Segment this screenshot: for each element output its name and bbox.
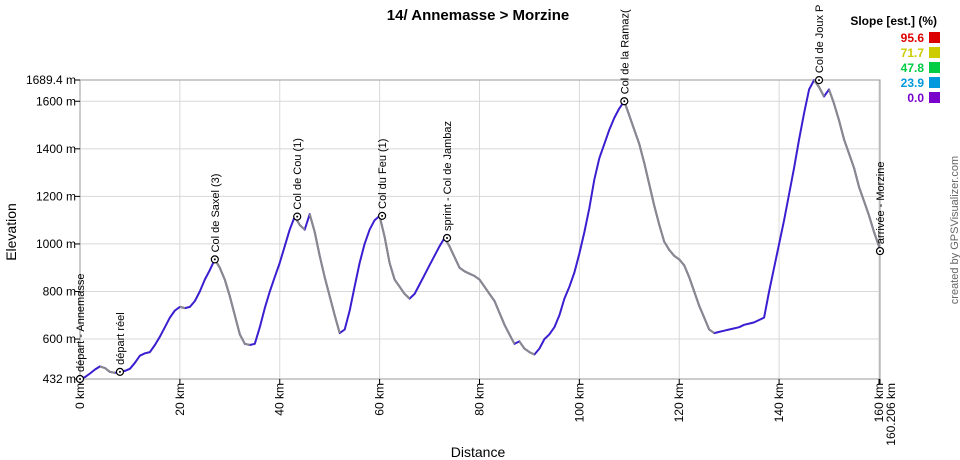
slope-legend: Slope [est.] (%) 95.671.747.823.90.0 [850, 14, 940, 105]
chart-title: 14/ Annemasse > Morzine [387, 7, 569, 24]
waypoint-dot [623, 100, 626, 103]
y-axis-title: Elevation [3, 203, 19, 261]
legend-swatch [929, 47, 940, 58]
y-tick-label: 1400 m [36, 142, 76, 156]
legend-title: Slope [est.] (%) [850, 14, 937, 28]
waypoint-label: Col de Joux P [814, 5, 826, 73]
legend-swatch [929, 77, 940, 88]
legend-swatch [929, 92, 940, 103]
x-axis-ticks: 0 km 20 km 40 km 60 km 80 km 100 km 120 km 140 … [73, 379, 898, 446]
elevation-profile-descents [99, 79, 881, 374]
legend-entry-label: 71.7 [901, 46, 925, 60]
legend-entry-label: 47.8 [901, 61, 925, 75]
y-tick-label: 1600 m [36, 94, 76, 108]
waypoint-label: arrivée - Morzine [875, 162, 887, 245]
y-tick-label: 1689.4 m [26, 73, 76, 87]
waypoint-label: Col de Cou (1) [292, 138, 304, 210]
y-tick-label: 800 m [43, 284, 76, 298]
x-tick-label: 100 km [572, 383, 586, 422]
y-tick-label: 1000 m [36, 237, 76, 251]
legend-entry-label: 0.0 [907, 91, 924, 105]
waypoint-label: Col du Feu (1) [377, 139, 389, 209]
waypoint-dot [879, 250, 881, 253]
waypoint-dot [79, 378, 81, 380]
x-tick-label: 20 km [173, 383, 187, 416]
y-tick-label: 1200 m [36, 189, 76, 203]
plot-area [79, 79, 881, 380]
waypoint-label: Col de la Ramaz( [619, 9, 631, 94]
x-tick-label: 120 km [672, 383, 686, 422]
y-tick-label: 432 m [43, 372, 76, 386]
waypoint-dot [446, 236, 449, 239]
waypoint-label: sprint - Col de Jambaz [442, 121, 454, 231]
x-tick-label: 40 km [273, 383, 287, 416]
waypoint-dot [118, 370, 121, 373]
x-axis-title: Distance [451, 444, 506, 460]
x-tick-label: 140 km [772, 383, 786, 422]
waypoint-label: départ - Annemasse [75, 274, 87, 372]
waypoint-dot [213, 258, 216, 261]
waypoint-dot [296, 215, 299, 218]
waypoint-label: départ réel [115, 312, 127, 365]
legend-swatch [929, 32, 940, 43]
waypoint-markers: départ - Annemasse départ réel Col de Saxe… [75, 5, 887, 384]
legend-entry-label: 23.9 [901, 76, 925, 90]
x-tick-label: 160 km [872, 383, 886, 422]
legend-entry-label: 95.6 [901, 31, 925, 45]
waypoint-dot [818, 79, 821, 82]
x-tick-label: 60 km [373, 383, 387, 416]
y-axis-ticks: 432 m 600 m 800 m 1000 m 1200 m 1400 m 1600 m 1… [26, 73, 80, 386]
x-tick-label: 80 km [472, 383, 486, 416]
credit-text: created by GPSVisualizer.com [949, 156, 960, 304]
legend-swatch [929, 62, 940, 73]
x-tick-label: 160.206 km [884, 383, 898, 446]
waypoint-dot [381, 214, 384, 217]
x-tick-label: 0 km [73, 383, 87, 409]
waypoint-label: Col de Saxel (3) [210, 174, 222, 253]
y-tick-label: 600 m [43, 332, 76, 346]
